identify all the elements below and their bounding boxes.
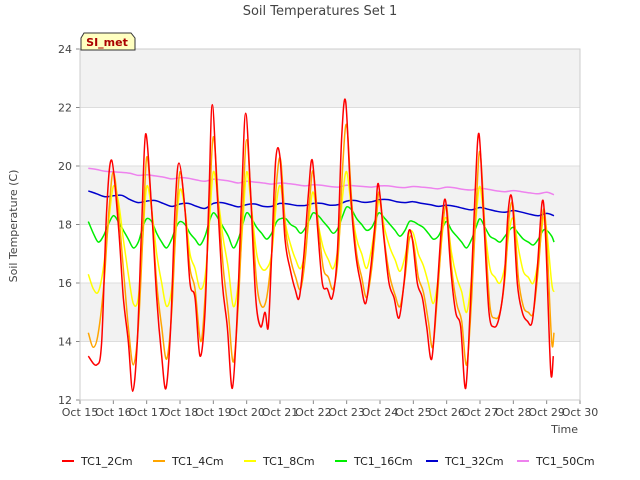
x-tick-label: Oct 27 [462,406,499,419]
plot-frame [79,48,581,401]
legend-label: TC1_50Cm [535,455,595,468]
x-tick-label: Oct 21 [262,406,299,419]
x-tick-label: Oct 28 [495,406,532,419]
series-line-tc1-8cm [87,170,555,314]
badge-label: SI_met [86,36,128,49]
x-tick-label: Oct 26 [428,406,465,419]
y-tick-label: 16 [58,277,72,290]
background-band [80,224,580,283]
series-line-tc1-2cm [87,98,555,392]
legend-item: TC1_4Cm [153,455,224,468]
series-line-tc1-4cm [87,123,555,366]
y-tick-label: 14 [58,336,72,349]
background-band [80,341,580,400]
background-band [80,166,580,225]
chart-title: Soil Temperatures Set 1 [243,4,398,19]
legend-label: TC1_32Cm [444,455,504,468]
background-band [80,49,580,108]
x-tick-label: Oct 25 [395,406,432,419]
series-line-tc1-16cm [87,205,555,249]
legend: TC1_2Cm TC1_4Cm TC1_8Cm TC1_16Cm TC1_32Cm TC1… [62,455,595,468]
y-tick-label: 22 [58,102,72,115]
y-axis-label: Soil Temperature (C) [7,170,20,283]
y-tick-label: 12 [58,394,72,407]
y-axis: 12 14 16 18 20 22 24 [58,43,80,407]
legend-item: TC1_16Cm [335,455,413,468]
legend-label: TC1_4Cm [171,455,224,468]
x-tick-label: Oct 23 [328,406,365,419]
x-tick-label: Oct 22 [295,406,332,419]
x-tick-label: Oct 16 [95,406,132,419]
x-tick-label: Oct 15 [62,406,99,419]
legend-label: TC1_16Cm [353,455,413,468]
station-badge: SI_met [80,32,136,51]
x-tick-label: Oct 30 [562,406,599,419]
legend-item: TC1_8Cm [244,455,315,468]
legend-label: TC1_8Cm [262,455,315,468]
legend-item: TC1_32Cm [426,455,504,468]
x-axis-label: Time [550,423,578,436]
y-tick-label: 20 [58,160,72,173]
legend-item: TC1_50Cm [517,455,595,468]
x-tick-label: Oct 29 [528,406,565,419]
x-tick-label: Oct 20 [228,406,265,419]
legend-item: TC1_2Cm [62,455,133,468]
legend-label: TC1_2Cm [80,455,133,468]
x-tick-label: Oct 18 [162,406,199,419]
series-lines [87,98,555,392]
badge-shape [80,32,136,51]
x-tick-label: Oct 19 [195,406,232,419]
x-tick-label: Oct 24 [362,406,399,419]
background-band [80,107,580,166]
background-band [80,283,580,342]
background-bands [80,49,580,400]
y-tick-label: 24 [58,43,72,56]
y-tick-label: 18 [58,219,72,232]
x-tick-label: Oct 17 [128,406,165,419]
